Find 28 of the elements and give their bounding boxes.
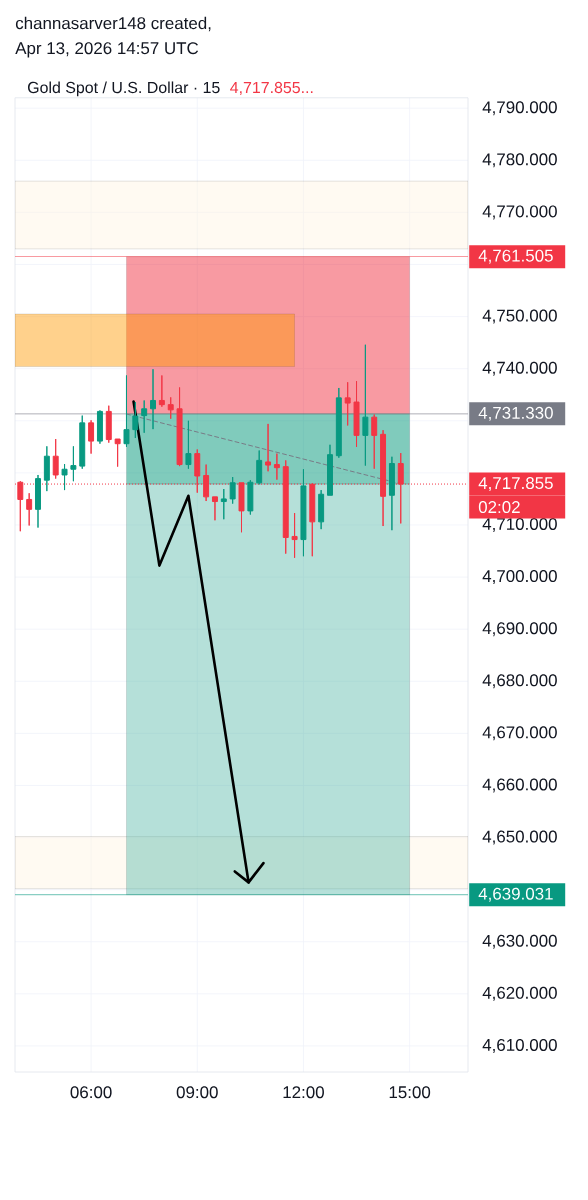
y-tick-label: 4,780.000 — [482, 153, 557, 168]
text: 02:02 — [478, 501, 520, 514]
ref-line-label: 4,639.031 — [478, 887, 553, 902]
y-tick-label: 4,610.000 — [482, 1038, 557, 1053]
y-tick-label: 4,670.000 — [482, 726, 557, 741]
y-tick-label: 4,750.000 — [482, 309, 557, 324]
ref-line-label: 4,731.330 — [478, 406, 553, 421]
y-tick-label: 4,620.000 — [482, 986, 557, 1001]
x-tick-label: 06:00 — [70, 1086, 112, 1099]
y-tick-label: 4,710.000 — [482, 517, 557, 532]
y-tick-label: 4,700.000 — [482, 570, 557, 585]
y-tick-label: 4,790.000 — [482, 101, 557, 116]
y-tick-label: 4,690.000 — [482, 622, 557, 637]
ref-line-label: 4,717.855 — [478, 477, 553, 492]
y-tick-label: 4,770.000 — [482, 205, 557, 220]
x-tick-label: 15:00 — [389, 1086, 431, 1099]
y-tick-label: 4,660.000 — [482, 778, 557, 793]
text: channasarver148 created, — [15, 16, 211, 32]
chart-subtitle: 4,717.855... — [230, 81, 313, 96]
y-tick-label: 4,650.000 — [482, 830, 557, 845]
y-tick-label: 4,630.000 — [482, 934, 557, 949]
x-tick-label: 09:00 — [176, 1086, 218, 1099]
x-tick-label: 12:00 — [283, 1086, 324, 1099]
y-tick-label: 4,680.000 — [482, 674, 557, 689]
y-tick-label: 4,740.000 — [482, 361, 557, 376]
text: Apr 13, 2026 14:57 UTC — [15, 42, 199, 58]
ref-line-label: 4,761.505 — [478, 249, 553, 264]
chart-title: Gold Spot / U.S. Dollar · 15 — [28, 81, 220, 97]
